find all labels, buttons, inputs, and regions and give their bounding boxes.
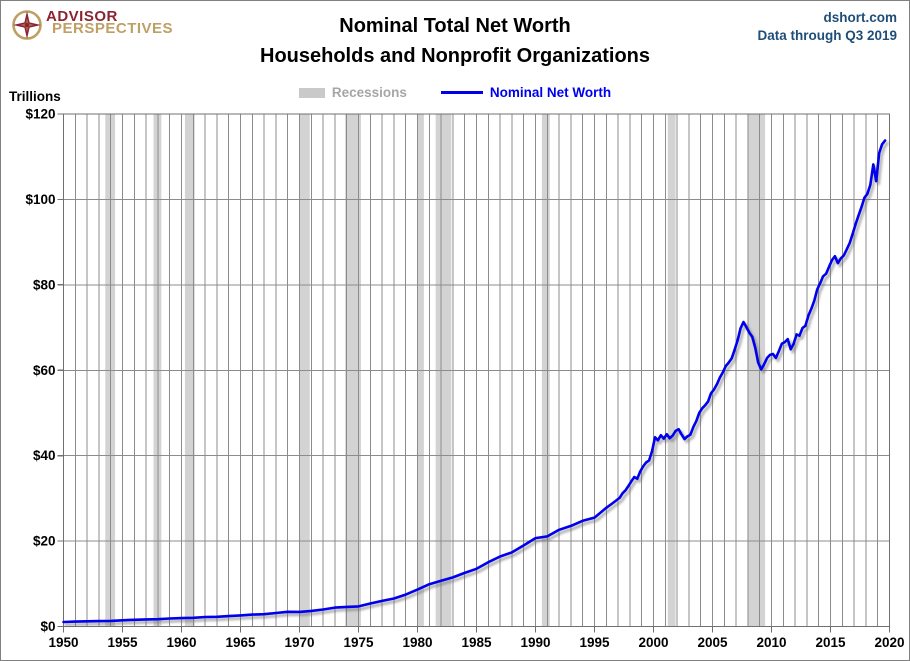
line-sample-icon bbox=[440, 91, 483, 94]
x-tick-label: 1965 bbox=[225, 635, 256, 650]
recession-swatch-icon bbox=[298, 87, 325, 98]
legend-label-net-worth: Nominal Net Worth bbox=[489, 85, 612, 100]
x-tick-label: 1985 bbox=[461, 635, 492, 650]
x-tick-label: 2010 bbox=[756, 635, 786, 650]
x-tick-label: 1990 bbox=[520, 635, 550, 650]
y-tick-label: $100 bbox=[25, 192, 55, 207]
y-tick-label: $40 bbox=[33, 448, 56, 463]
x-tick-label: 1960 bbox=[166, 635, 196, 650]
source-site: dshort.com bbox=[823, 10, 897, 25]
advisor-perspectives-logo: ADVISOR PERSPECTIVES bbox=[11, 9, 173, 41]
x-tick-label: 1995 bbox=[579, 635, 610, 650]
y-tick-label: $120 bbox=[25, 107, 55, 122]
chart-title-line2: Households and Nonprofit Organizations bbox=[260, 45, 650, 67]
chart-title-block: Nominal Total Net Worth Households and N… bbox=[1, 11, 909, 71]
source-data-through: Data through Q3 2019 bbox=[757, 28, 897, 43]
y-tick-label: $0 bbox=[40, 619, 55, 634]
x-tick-label: 1980 bbox=[402, 635, 432, 650]
x-tick-label: 2015 bbox=[815, 635, 846, 650]
logo-brand-line1: ADVISOR bbox=[46, 8, 118, 25]
x-tick-label: 1950 bbox=[48, 635, 78, 650]
legend-label-recessions: Recessions bbox=[331, 85, 407, 100]
source-attribution: dshort.com Data through Q3 2019 bbox=[757, 9, 897, 45]
logo-brand-line2: PERSPECTIVES bbox=[52, 20, 174, 37]
x-tick-label: 1955 bbox=[107, 635, 138, 650]
y-tick-label: $20 bbox=[33, 534, 56, 549]
y-axis-unit-label: Trillions bbox=[9, 89, 61, 104]
chart-title-line1: Nominal Total Net Worth bbox=[339, 15, 571, 37]
x-tick-label: 2005 bbox=[697, 635, 728, 650]
x-tick-label: 1970 bbox=[284, 635, 314, 650]
x-tick-label: 2000 bbox=[638, 635, 668, 650]
chart-legend: Recessions Nominal Net Worth bbox=[1, 85, 909, 100]
y-tick-label: $60 bbox=[33, 363, 56, 378]
compass-rose-icon bbox=[12, 10, 42, 40]
x-tick-label: 1975 bbox=[343, 635, 374, 650]
x-tick-label: 2020 bbox=[874, 635, 904, 650]
net-worth-line bbox=[62, 139, 887, 624]
y-tick-label: $80 bbox=[33, 277, 56, 292]
